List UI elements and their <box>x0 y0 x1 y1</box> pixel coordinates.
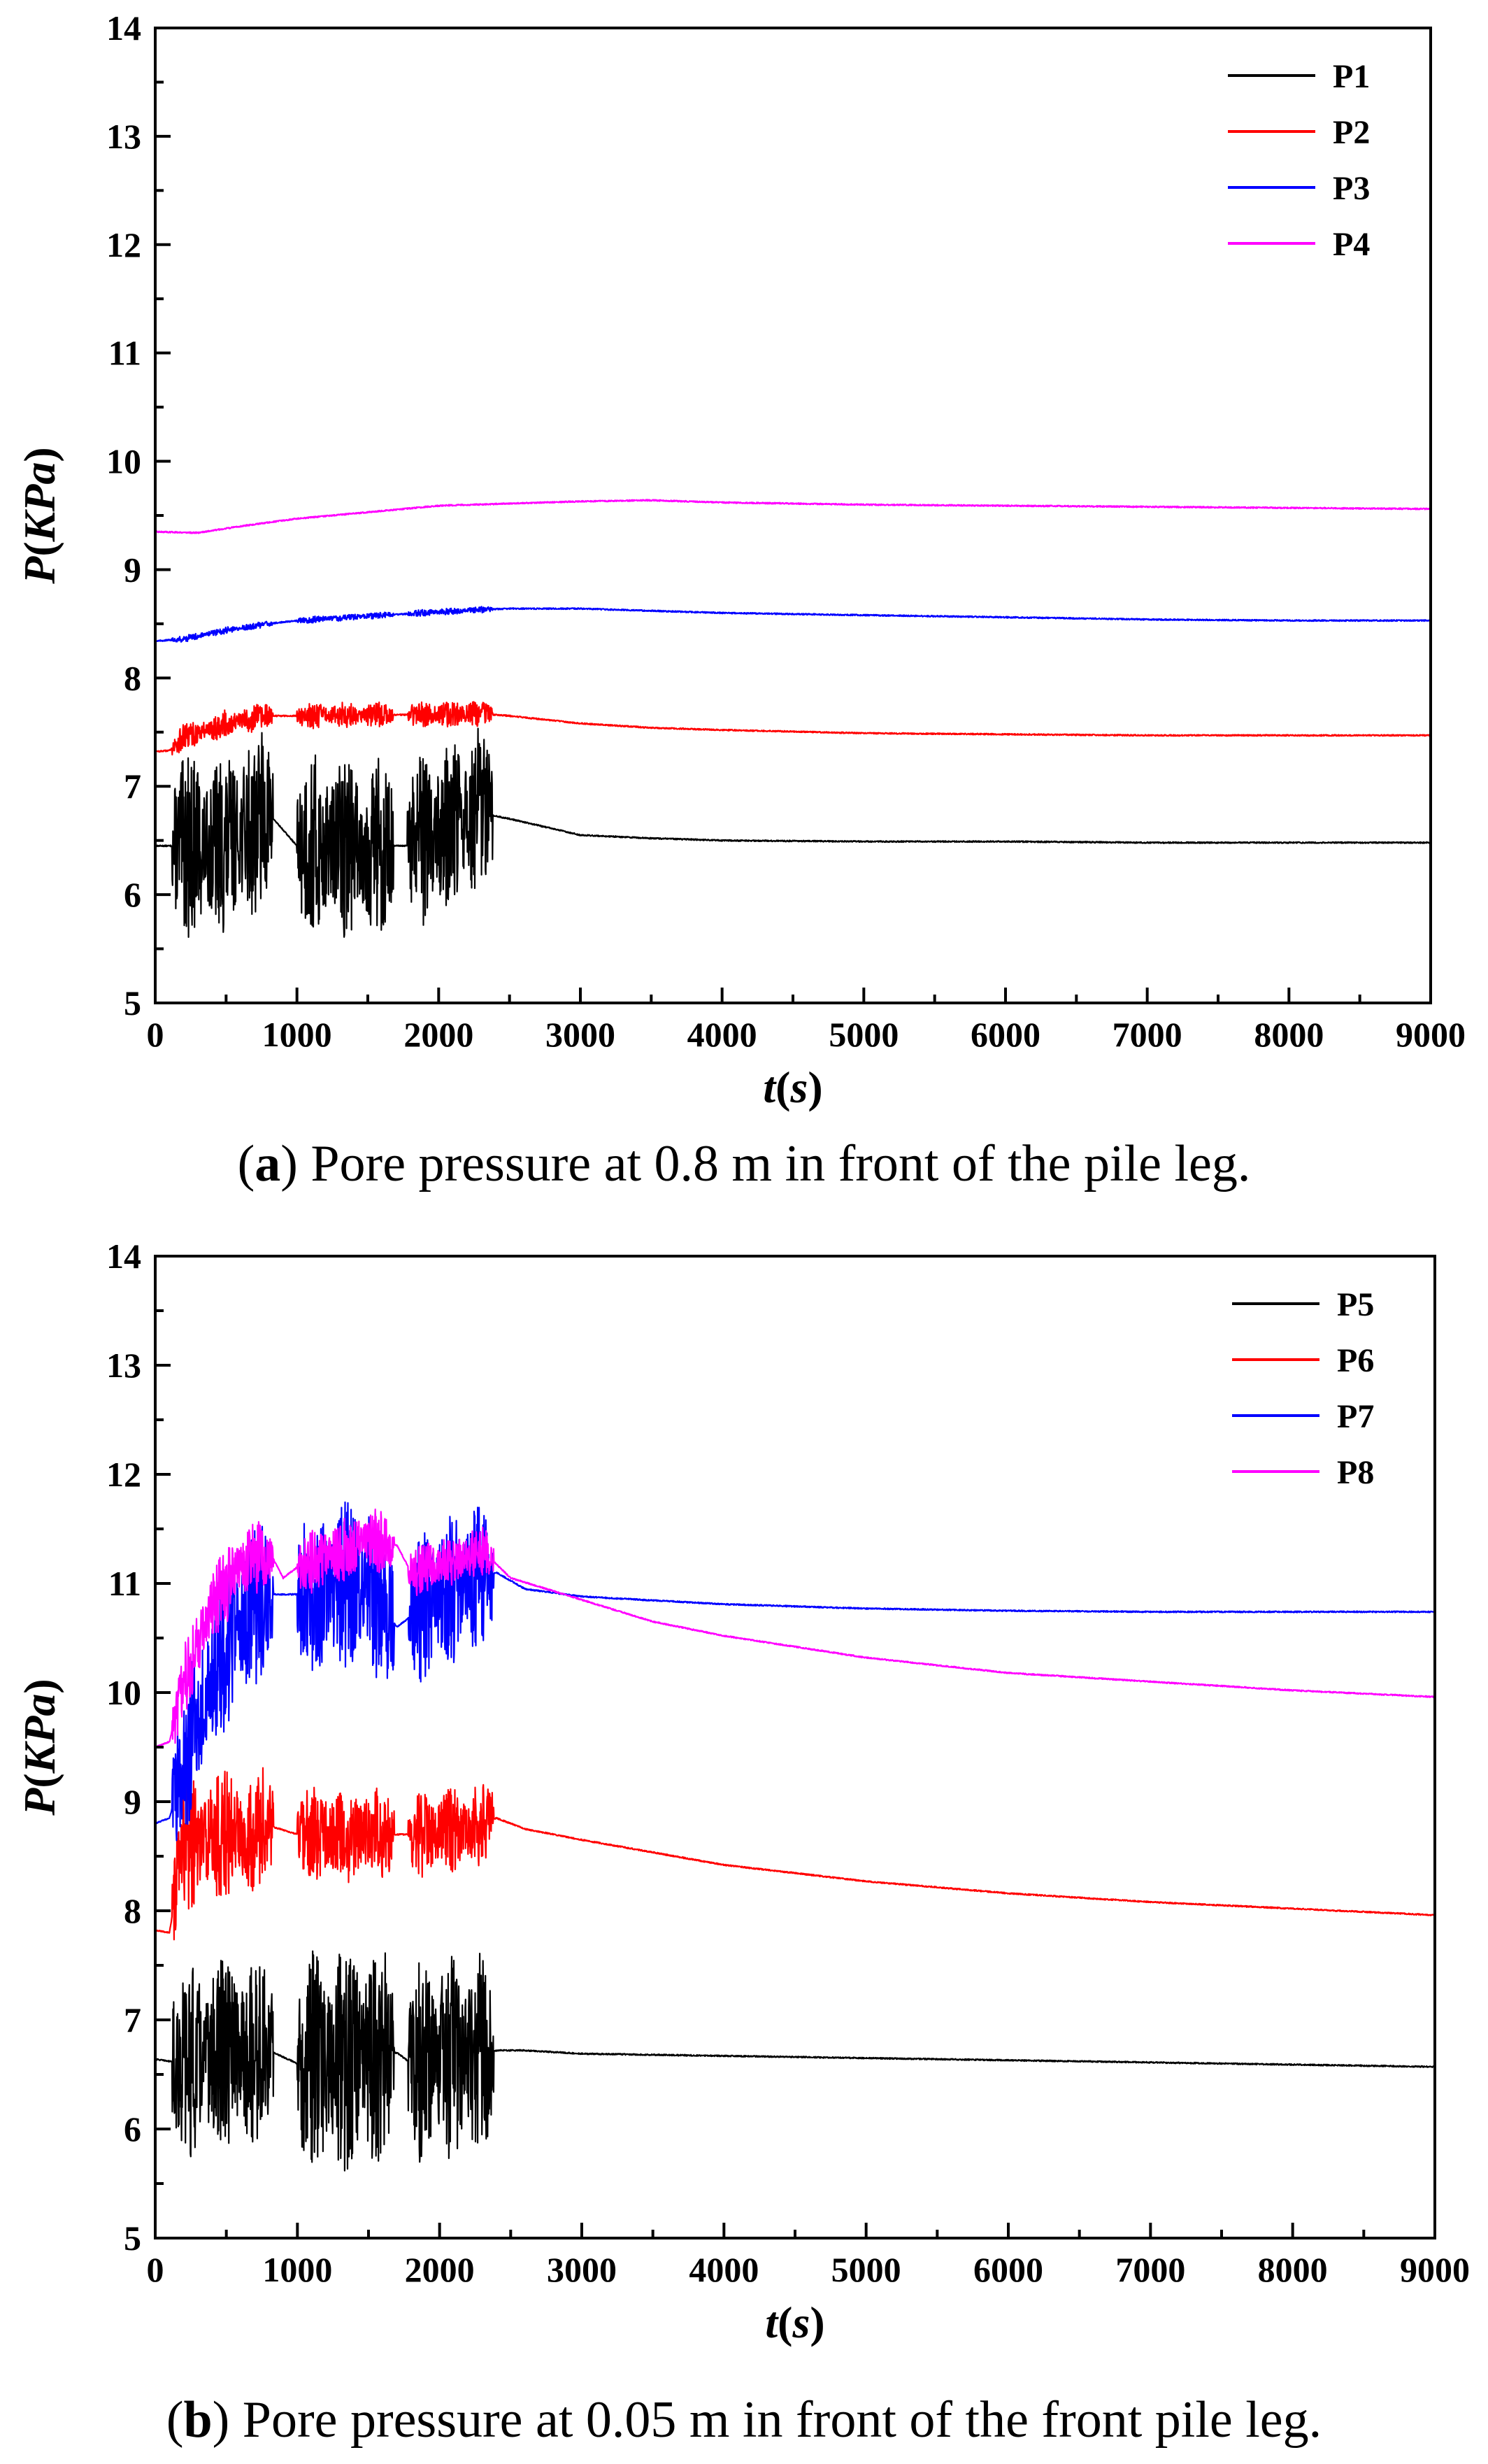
x-tick-label: 4000 <box>689 2250 759 2289</box>
y-tick-label: 6 <box>124 2109 141 2149</box>
y-axis-title: P(KPa) <box>15 1679 64 1816</box>
legend-label-P5: P5 <box>1337 1286 1374 1323</box>
series-line-P5 <box>155 1950 1436 2172</box>
legend-label-P4: P4 <box>1333 226 1370 263</box>
x-tick-label: 8000 <box>1258 2250 1328 2289</box>
x-tick-label: 6000 <box>971 1015 1040 1054</box>
y-tick-label: 7 <box>124 767 141 806</box>
x-tick-label: 9000 <box>1400 2250 1470 2289</box>
legend-label-P7: P7 <box>1337 1398 1374 1435</box>
y-tick-label: 12 <box>106 225 141 264</box>
x-tick-label: 0 <box>147 2250 164 2289</box>
y-tick-label: 9 <box>124 550 141 589</box>
legend-label-P8: P8 <box>1337 1454 1374 1491</box>
x-tick-label: 3000 <box>547 2250 617 2289</box>
x-tick-label: 1000 <box>262 1015 332 1054</box>
chart-panel-a: 0 1000 2000 3000 4000 5000 6000 7000 8000 9000 5 6 7… <box>15 8 1466 1112</box>
caption-a: (a) Pore pressure at 0.8 m in front of t… <box>237 1135 1251 1192</box>
y-tick-label: 8 <box>124 1891 141 1930</box>
x-tick-label: 2000 <box>405 2250 475 2289</box>
caption-b: (b) Pore pressure at 0.05 m in front of … <box>166 2391 1322 2449</box>
y-tick-label: 12 <box>106 1455 141 1494</box>
y-tick-label: 14 <box>106 8 141 48</box>
legend: P5 P6 P7 P8 <box>1232 1286 1374 1491</box>
x-tick-label: 7000 <box>1115 2250 1185 2289</box>
y-tick-label: 6 <box>124 875 141 914</box>
series-line-P7 <box>155 1501 1436 1842</box>
y-tick-label: 14 <box>106 1237 141 1276</box>
legend-label-P3: P3 <box>1333 170 1370 207</box>
legend: P1 P2 P3 P4 <box>1228 58 1370 263</box>
series-line-P2 <box>155 701 1431 756</box>
x-tick-label: 7000 <box>1113 1015 1182 1054</box>
y-tick-label: 10 <box>106 1673 141 1712</box>
x-tick-label: 2000 <box>403 1015 473 1054</box>
series-line-P1 <box>155 727 1431 938</box>
y-tick-label: 11 <box>108 1564 141 1603</box>
series-line-P6 <box>155 1767 1436 1941</box>
y-tick-label: 10 <box>106 442 141 481</box>
y-tick-label: 8 <box>124 658 141 697</box>
legend-label-P1: P1 <box>1333 58 1370 95</box>
caption-b-letter: b <box>183 2391 213 2449</box>
series-line-P4 <box>155 499 1431 534</box>
x-tick-label: 5000 <box>829 1015 899 1054</box>
legend-label-P2: P2 <box>1333 114 1370 151</box>
y-tick-label: 7 <box>124 2000 141 2039</box>
series-line-P3 <box>155 606 1431 643</box>
y-tick-label: 13 <box>106 117 141 156</box>
y-tick-label: 13 <box>106 1346 141 1385</box>
y-axis-title: P(KPa) <box>15 447 64 585</box>
x-tick-label: 5000 <box>831 2250 901 2289</box>
y-tick-label: 9 <box>124 1782 141 1821</box>
y-tick-label: 5 <box>124 983 141 1023</box>
x-tick-label: 4000 <box>687 1015 757 1054</box>
x-tick-label: 9000 <box>1396 1015 1466 1054</box>
series-line-P8 <box>155 1508 1436 1748</box>
y-tick-label: 5 <box>124 2219 141 2258</box>
x-tick-label: 3000 <box>545 1015 615 1054</box>
caption-b-text: ) Pore pressure at 0.05 m in front of th… <box>212 2391 1322 2449</box>
x-axis-title: t(s) <box>765 2298 824 2347</box>
legend-label-P6: P6 <box>1337 1342 1374 1379</box>
x-axis-title: t(s) <box>763 1062 822 1112</box>
chart-panel-b: 0 1000 2000 3000 4000 5000 6000 7000 8000 9000 5 6 7… <box>15 1237 1470 2347</box>
caption-a-text: ) Pore pressure at 0.8 m in front of the… <box>280 1135 1251 1192</box>
x-tick-label: 0 <box>147 1015 164 1054</box>
caption-a-letter: a <box>255 1135 281 1192</box>
x-tick-label: 6000 <box>973 2250 1043 2289</box>
y-tick-label: 11 <box>108 334 141 373</box>
x-tick-label: 8000 <box>1254 1015 1324 1054</box>
x-tick-label: 1000 <box>262 2250 332 2289</box>
